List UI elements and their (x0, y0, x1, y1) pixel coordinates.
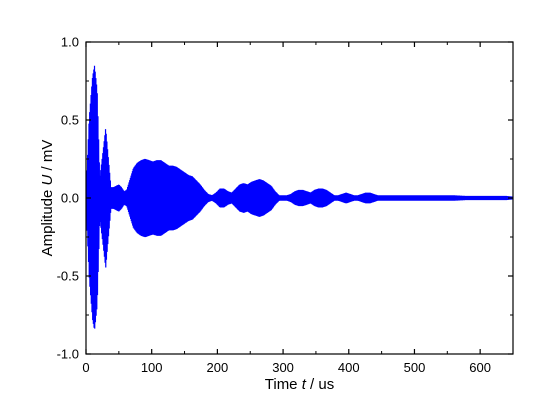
x-axis-label: Time t / us (265, 376, 334, 393)
y-axis-label: Amplitude U / mV (39, 140, 56, 257)
y-tick-label: -1.0 (57, 347, 79, 362)
x-tick-label: 300 (272, 360, 294, 375)
x-tick-label: 500 (404, 360, 426, 375)
signal-waveform (86, 65, 513, 329)
x-tick-label: 200 (207, 360, 229, 375)
x-tick-label: 100 (141, 360, 163, 375)
y-tick-label: 1.0 (61, 35, 79, 50)
x-tick-label: 400 (338, 360, 360, 375)
signal-trace-0 (86, 65, 513, 329)
x-tick-label: 600 (469, 360, 491, 375)
y-tick-label: 0.5 (61, 113, 79, 128)
x-tick-label: 0 (82, 360, 89, 375)
y-tick-label: -0.5 (57, 269, 79, 284)
axis-tick-labels: 0 100 200 300 400 500 600 -1.0 -0.5 0.0 0.5 1.0 (57, 35, 491, 376)
axis-ticks (85, 41, 513, 355)
y-tick-label: 0.0 (61, 191, 79, 206)
